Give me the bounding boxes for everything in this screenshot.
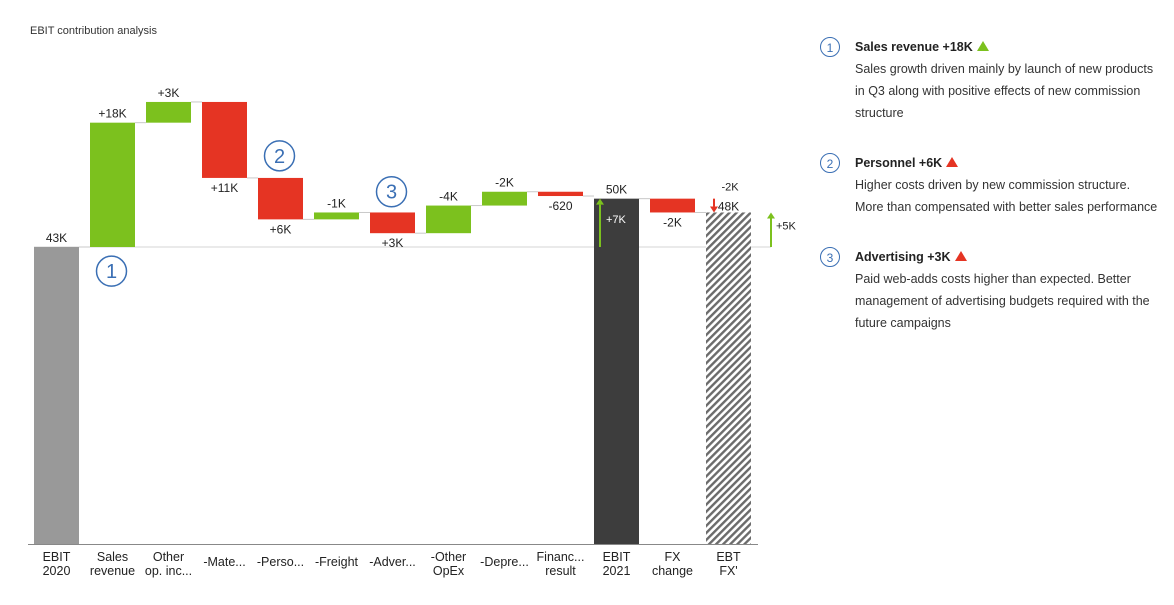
chart-title: EBIT contribution analysis (30, 25, 157, 37)
value-label-5: -1K (327, 196, 346, 210)
value-label-3: +11K (211, 181, 238, 195)
category-label-2-line2: op. inc... (145, 564, 192, 578)
category-label-5: -Freight (315, 555, 359, 569)
note-marker: 2 (820, 153, 840, 173)
category-label-6: -Adver... (369, 555, 416, 569)
bar-1 (90, 122, 135, 247)
category-label-10-line2: 2021 (603, 564, 631, 578)
bar-11 (650, 198, 695, 213)
notes-panel: 1 Sales revenue +18K Sales growth driven… (820, 36, 1160, 362)
marker-circle-3 (375, 175, 408, 208)
value-label-9: -620 (548, 199, 572, 213)
diff-ebit2021-head (596, 198, 604, 205)
category-label-12: EBT (716, 550, 741, 564)
category-label-7: -Other (431, 550, 466, 564)
note-body: Higher costs driven by new commission st… (855, 178, 1158, 214)
diff-total-label: +5K (776, 221, 797, 233)
bar-8 (482, 191, 527, 206)
value-label-11: -2K (663, 215, 682, 229)
bar-2 (146, 101, 191, 123)
triangle-up-icon (976, 41, 989, 51)
waterfall-chart: 43K +18K +3K +11K +6K -1K +3K -4K -2K -620 50K -2K 4… (28, 86, 797, 578)
value-label-1: +18K (98, 107, 126, 121)
note-body: Sales growth driven mainly by launch of … (855, 62, 1154, 120)
labels-layer: 43K +18K +3K +11K +6K -1K +3K -4K -2K -620 50K -2K 4… (43, 86, 797, 578)
value-label-6: +3K (382, 236, 404, 250)
category-label-11-line2: change (652, 564, 693, 578)
note-title: Advertising +3K (855, 246, 1160, 268)
bar-12 (706, 212, 751, 544)
bar-10 (594, 198, 639, 544)
category-label-10: EBIT (603, 550, 631, 564)
bar-6 (370, 212, 415, 234)
bar-9 (538, 191, 583, 197)
bar-5 (314, 212, 359, 220)
marker-circle-1 (95, 255, 128, 287)
category-label-7-line2: OpEx (433, 564, 465, 578)
category-label-11: FX (665, 550, 682, 564)
marker-number-1: 1 (106, 261, 117, 283)
bar-4 (258, 177, 303, 220)
value-label-4: +6K (270, 222, 292, 236)
diff-fx-label: -2K (721, 181, 739, 193)
diff-ebit2021-label: +7K (606, 214, 627, 226)
category-label-12-line2: FX' (719, 564, 737, 578)
bars-layer (28, 101, 771, 545)
diff-fx-head (710, 206, 718, 213)
bar-0 (34, 247, 79, 544)
category-label-0-line2: 2020 (43, 564, 71, 578)
triangle-up-icon (954, 251, 967, 261)
note-marker: 1 (820, 37, 840, 57)
bar-3 (202, 101, 247, 178)
value-label-2: +3K (158, 86, 180, 100)
note-marker: 3 (820, 247, 840, 267)
value-label-8: -2K (495, 176, 514, 190)
category-label-0: EBIT (43, 550, 71, 564)
note-title: Sales revenue +18K (855, 36, 1160, 58)
bar-7 (426, 205, 471, 234)
category-label-8: -Depre... (480, 555, 529, 569)
triangle-up-icon (946, 157, 959, 167)
value-label-7: -4K (439, 190, 458, 204)
marker-number-3: 3 (386, 182, 397, 204)
marker-number-2: 2 (274, 146, 285, 168)
note-2: 2 Personnel +6K Higher costs driven by n… (820, 152, 1160, 218)
category-label-4: -Perso... (257, 555, 304, 569)
marker-circle-2 (263, 140, 296, 172)
category-label-9: Financ... (537, 550, 585, 564)
value-label-0: 43K (46, 231, 67, 245)
value-label-10: 50K (606, 183, 627, 197)
category-label-9-line2: result (545, 564, 576, 578)
category-label-3: -Mate... (203, 555, 245, 569)
value-label-12: 48K (718, 199, 739, 213)
category-label-2: Other (153, 550, 184, 564)
note-1: 1 Sales revenue +18K Sales growth driven… (820, 36, 1160, 124)
note-title: Personnel +6K (855, 152, 1160, 174)
category-label-1-line2: revenue (90, 564, 135, 578)
category-label-1: Sales (97, 550, 128, 564)
note-3: 3 Advertising +3K Paid web-adds costs hi… (820, 246, 1160, 334)
note-body: Paid web-adds costs higher than expected… (855, 272, 1150, 330)
diff-total-head (767, 212, 775, 219)
